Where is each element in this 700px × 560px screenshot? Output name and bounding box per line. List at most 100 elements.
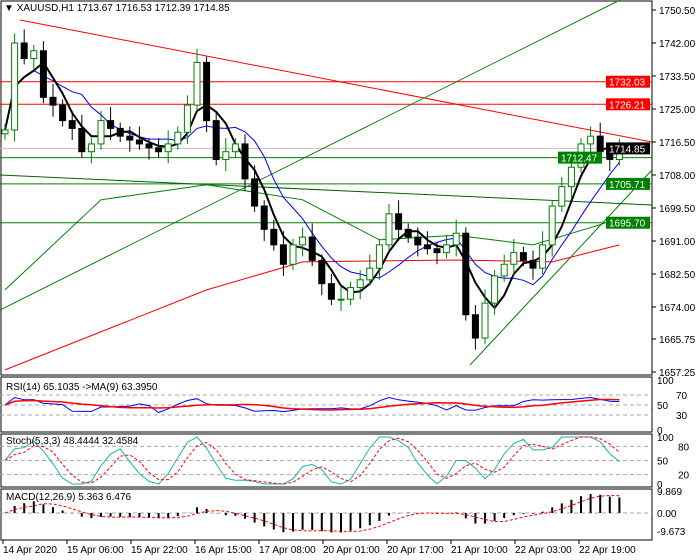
candle-body bbox=[596, 135, 604, 153]
price-label: 1732.03 bbox=[609, 78, 646, 89]
candle-body bbox=[231, 143, 239, 153]
symbol-label: XAUUSD,H1 bbox=[16, 3, 74, 14]
collapse-triangle-icon[interactable]: ▼ bbox=[4, 3, 14, 14]
candle-body bbox=[97, 120, 105, 145]
candle-body bbox=[452, 232, 460, 246]
price-tick-label: 1691.00 bbox=[659, 237, 696, 248]
ohlc-values: 1713.67 1716.53 1712.39 1714.85 bbox=[76, 3, 230, 14]
candle-body bbox=[462, 232, 470, 316]
time-tick-label: 22 Apr 03:00 bbox=[515, 545, 572, 556]
candle-body bbox=[20, 42, 28, 60]
candle-body bbox=[1, 129, 9, 135]
ma-black bbox=[4, 60, 620, 310]
rsi-ma-line bbox=[4, 398, 620, 411]
candle-body bbox=[203, 61, 211, 122]
trend-line-slanted bbox=[0, 174, 653, 206]
macd-tick: 0.00 bbox=[657, 509, 677, 520]
stoch-label: Stoch(5,3,3) 48.4444 32.4584 bbox=[6, 436, 139, 447]
price-label: 1714.85 bbox=[609, 144, 646, 155]
price-tick-label: 1665.75 bbox=[659, 335, 696, 346]
macd-signal-line bbox=[4, 494, 620, 533]
candle-body bbox=[385, 213, 393, 246]
candle-body bbox=[395, 213, 403, 230]
candle-body bbox=[212, 120, 220, 160]
price-label-box bbox=[606, 177, 650, 190]
time-tick-label: 17 Apr 08:00 bbox=[259, 545, 316, 556]
candle-body bbox=[126, 135, 134, 141]
candle-body bbox=[423, 244, 431, 250]
candle-body bbox=[279, 244, 287, 265]
trend-line-green bbox=[469, 169, 653, 366]
candle-body bbox=[337, 298, 345, 301]
price-label: 1726.21 bbox=[609, 100, 646, 111]
candle-body bbox=[289, 244, 297, 265]
candle-body bbox=[155, 147, 163, 153]
price-label: 1712.47 bbox=[561, 154, 598, 165]
price-label-box bbox=[558, 151, 602, 164]
price-tick-label: 1657.25 bbox=[659, 368, 696, 379]
price-tick-label: 1750.50 bbox=[659, 6, 696, 17]
time-tick-label: 15 Apr 06:00 bbox=[67, 545, 124, 556]
candle-body bbox=[519, 252, 527, 261]
candle-body bbox=[587, 135, 595, 145]
candle-body bbox=[183, 104, 191, 133]
candle-body bbox=[375, 244, 383, 269]
candle-body bbox=[241, 143, 249, 180]
candle-body bbox=[548, 205, 556, 246]
panel-frame-0 bbox=[0, 0, 653, 376]
price-tick-label: 1708.00 bbox=[659, 171, 696, 182]
candle-body bbox=[78, 127, 86, 153]
candle-body bbox=[491, 275, 499, 304]
stoch-tick: 80 bbox=[678, 442, 690, 453]
candle-body bbox=[174, 131, 182, 145]
candle-body bbox=[11, 42, 19, 131]
rsi-tick: 100 bbox=[657, 376, 674, 387]
time-tick-label: 22 Apr 19:00 bbox=[579, 545, 636, 556]
stoch-signal-line bbox=[4, 436, 620, 485]
candle-body bbox=[471, 314, 479, 339]
candle-body bbox=[366, 267, 374, 281]
price-label-box bbox=[606, 216, 650, 229]
candle-body bbox=[539, 244, 547, 269]
time-tick-label: 21 Apr 10:00 bbox=[451, 545, 508, 556]
price-label-box bbox=[606, 142, 650, 155]
rsi-label: RSI(14) 65.1035 ->MA(9) 63.3950 bbox=[6, 382, 158, 393]
rsi-tick: 30 bbox=[676, 411, 688, 422]
candle-body bbox=[87, 143, 95, 153]
candle-body bbox=[251, 178, 259, 207]
trend-line-green bbox=[0, 0, 621, 311]
candle-body bbox=[318, 259, 326, 285]
candle-body bbox=[443, 244, 451, 254]
candle-body bbox=[356, 279, 364, 289]
stoch-tick: 100 bbox=[657, 433, 674, 444]
candle-body bbox=[510, 252, 518, 265]
chart-header: ▼ XAUUSD,H1 1713.67 1716.53 1712.39 1714… bbox=[4, 3, 230, 14]
time-tick-label: 14 Apr 2020 bbox=[3, 545, 57, 556]
candle-body bbox=[404, 228, 412, 238]
time-tick-label: 16 Apr 15:00 bbox=[195, 545, 252, 556]
price-tick-label: 1733.50 bbox=[659, 72, 696, 83]
candle-body bbox=[260, 205, 268, 230]
candle-body bbox=[500, 263, 508, 277]
candle-body bbox=[481, 302, 489, 339]
price-label: 1705.71 bbox=[609, 180, 646, 191]
price-tick-label: 1699.50 bbox=[659, 204, 696, 215]
macd-tick: -9.673 bbox=[657, 527, 686, 538]
price-label-box bbox=[606, 75, 650, 88]
price-tick-label: 1682.50 bbox=[659, 270, 696, 281]
candle-body bbox=[308, 236, 316, 261]
panel-frame-3 bbox=[0, 488, 653, 541]
candle-body bbox=[68, 120, 76, 129]
price-tick-label: 1742.00 bbox=[659, 39, 696, 50]
time-tick-label: 20 Apr 01:00 bbox=[323, 545, 380, 556]
candle-body bbox=[135, 139, 143, 145]
macd-label: MACD(12,26,9) 5.363 6.476 bbox=[6, 492, 132, 503]
stoch-tick: 50 bbox=[657, 457, 669, 468]
candle-body bbox=[107, 120, 115, 129]
candle-body bbox=[299, 236, 307, 246]
candle-body bbox=[558, 186, 566, 207]
macd-tick: 9.869 bbox=[657, 487, 682, 498]
candle-body bbox=[49, 96, 57, 106]
stoch-main-line bbox=[4, 436, 620, 485]
